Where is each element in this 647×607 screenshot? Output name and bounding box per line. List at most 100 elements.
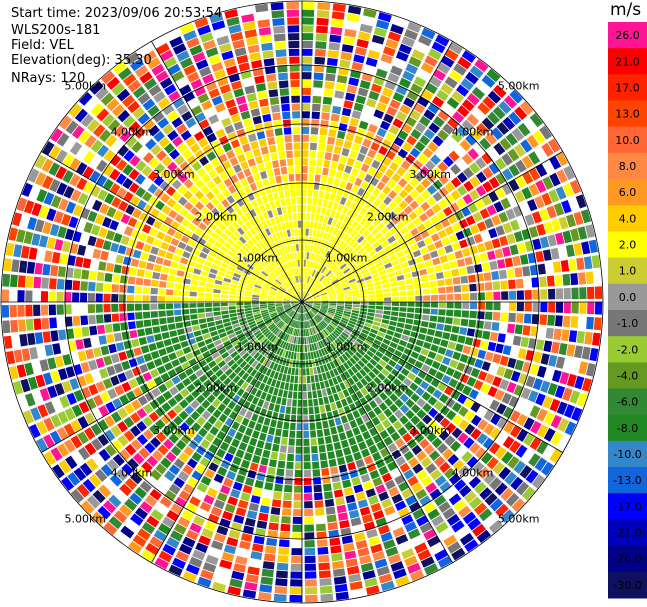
- radar-gate: [112, 454, 125, 467]
- radar-gate: [144, 391, 155, 402]
- radar-gate: [335, 357, 343, 366]
- radar-gate: [268, 308, 276, 311]
- radar-gate: [451, 268, 460, 277]
- radar-gate: [466, 376, 477, 387]
- radar-gate: [297, 407, 302, 415]
- radar-gate: [3, 335, 13, 349]
- radar-gate: [482, 166, 494, 179]
- radar-gate: [296, 189, 301, 197]
- radar-gate: [453, 310, 462, 317]
- radar-gate: [381, 319, 390, 325]
- radar-gate: [217, 360, 226, 368]
- radar-gate: [549, 155, 562, 170]
- radar-gate: [189, 303, 197, 308]
- radar-gate: [414, 206, 424, 216]
- radar-gate: [464, 410, 476, 422]
- radar-gate: [325, 73, 336, 82]
- radar-gate: [142, 224, 152, 234]
- radar-gate: [281, 397, 287, 406]
- radar-gate: [265, 360, 272, 368]
- radar-gate: [502, 345, 512, 356]
- radar-gate: [251, 396, 259, 405]
- colorbar-swatch: [608, 152, 647, 180]
- radar-gate: [507, 456, 520, 469]
- radar-gate: [300, 306, 302, 313]
- radar-gate: [175, 382, 185, 392]
- radar-gate: [246, 281, 255, 287]
- colorbar-tick-label: 13.0: [615, 108, 640, 121]
- radar-gate: [17, 290, 25, 302]
- radar-gate: [244, 290, 253, 294]
- radar-gate: [302, 291, 305, 299]
- radar-gate: [359, 217, 368, 226]
- radar-gate: [351, 343, 360, 351]
- radar-gate: [321, 320, 328, 327]
- radar-gate: [360, 387, 369, 396]
- radar-gate: [192, 549, 206, 561]
- radar-gate: [406, 342, 415, 350]
- radar-gate: [488, 363, 499, 374]
- radar-gate: [196, 212, 206, 221]
- radar-gate: [298, 368, 302, 376]
- radar-gate: [425, 82, 438, 95]
- radar-gate: [501, 153, 513, 166]
- radar-gate: [170, 261, 179, 269]
- radar-gate: [441, 262, 450, 271]
- radar-gate: [267, 81, 278, 90]
- radar-gate: [155, 406, 166, 418]
- radar-gate: [388, 553, 402, 565]
- radar-gate: [293, 304, 299, 309]
- radar-gate: [345, 454, 354, 464]
- radar-gate: [135, 312, 143, 320]
- radar-gate: [501, 183, 513, 196]
- radar-gate: [390, 316, 398, 322]
- radar-gate: [207, 384, 217, 393]
- radar-gate: [325, 346, 331, 354]
- radar-gate: [383, 408, 393, 418]
- radar-gate: [341, 206, 349, 215]
- radar-gate: [167, 397, 178, 408]
- radar-gate: [320, 593, 334, 602]
- radar-gate: [269, 310, 277, 315]
- radar-gate: [231, 80, 243, 91]
- radar-gate: [442, 507, 456, 520]
- radar-gate: [278, 452, 287, 461]
- radar-gate: [347, 377, 355, 386]
- radar-gate: [386, 425, 396, 435]
- radar-gate: [374, 231, 383, 240]
- radar-gate: [162, 543, 176, 556]
- radar-gate: [542, 395, 554, 409]
- radar-gate: [555, 356, 566, 369]
- radar-gate: [319, 405, 326, 413]
- radar-gate: [381, 355, 390, 363]
- radar-gate: [229, 157, 239, 167]
- radar-gate: [434, 353, 444, 363]
- radar-gate: [284, 350, 289, 358]
- radar-gate: [270, 335, 277, 343]
- radar-gate: [405, 398, 415, 409]
- range-label: 2.00km: [196, 210, 238, 223]
- radar-gate: [204, 338, 213, 345]
- radar-gate: [136, 199, 147, 211]
- radar-gate: [161, 155, 173, 167]
- radar-gate: [174, 365, 184, 374]
- radar-gate: [444, 244, 454, 254]
- radar-gate: [304, 293, 309, 299]
- radar-gate: [367, 290, 376, 295]
- radar-gate: [95, 86, 109, 101]
- radar-gate: [393, 332, 402, 339]
- radar-gate: [327, 344, 334, 352]
- radar-gate: [341, 317, 349, 322]
- radar-gate: [351, 241, 359, 249]
- radar-gate: [334, 211, 341, 220]
- radar-gate: [314, 64, 325, 73]
- radar-gate: [449, 202, 460, 213]
- radar-gate: [481, 194, 492, 206]
- radar-gate: [293, 142, 301, 150]
- radar-gate: [271, 345, 277, 353]
- radar-gate: [326, 313, 334, 318]
- radar-gate: [294, 293, 300, 299]
- radar-gate: [198, 222, 207, 231]
- radar-gate: [316, 315, 322, 321]
- radar-gate: [352, 307, 360, 311]
